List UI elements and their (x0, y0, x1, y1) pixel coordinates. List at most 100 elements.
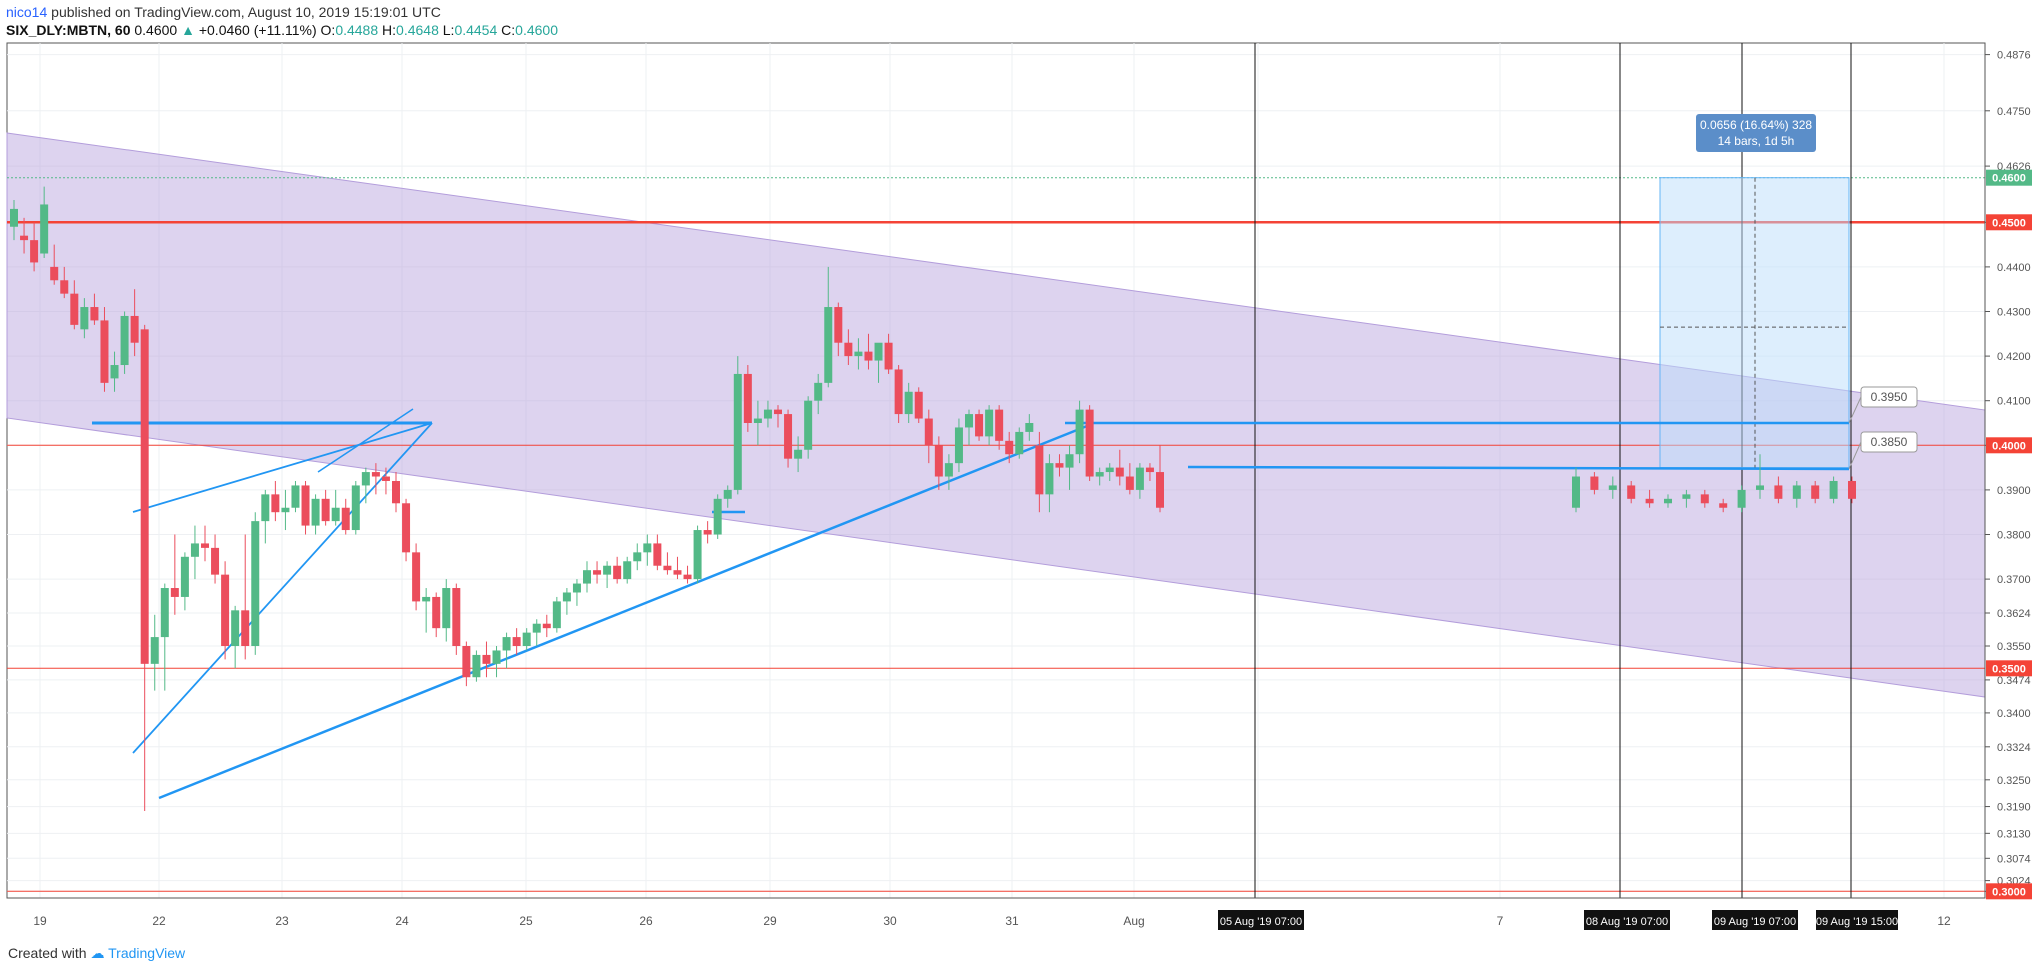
candle (522, 632, 531, 647)
candle (472, 654, 481, 678)
candle (593, 570, 602, 575)
symbol-info: SIX_DLY:MBTN, 60 0.4600 ▲ +0.0460 (+11.1… (6, 22, 558, 38)
time-marker-label: 08 Aug '19 07:00 (1586, 916, 1668, 928)
candle (221, 574, 230, 647)
change-arrow-icon: ▲ (181, 22, 195, 38)
candle (1774, 485, 1783, 499)
callout-lower-box (1860, 431, 1918, 453)
x-tick-label: Aug (1123, 914, 1144, 928)
x-tick-label: 31 (1005, 914, 1019, 928)
time-marker-badge (1816, 910, 1898, 930)
candle (995, 409, 1004, 441)
candle (452, 588, 461, 647)
y-tick-label: 0.3130 (1997, 828, 2031, 840)
candle (985, 409, 994, 437)
y-tick-label: 0.3474 (1997, 675, 2031, 687)
candle (241, 610, 250, 647)
candle (1848, 480, 1856, 499)
candle (502, 637, 511, 651)
candle (1055, 463, 1064, 468)
price-badge (1986, 883, 2032, 900)
y-tick-label: 0.4400 (1997, 262, 2031, 274)
candle (170, 588, 179, 597)
trend-line (132, 422, 433, 513)
candle (231, 610, 240, 647)
candle (30, 240, 39, 263)
measure-label-line1: 0.0656 (16.64%) 328 (1700, 118, 1812, 132)
candle (613, 565, 622, 580)
candle (723, 489, 732, 499)
y-tick-label: 0.3900 (1997, 485, 2031, 497)
candle (1719, 503, 1728, 508)
candle (211, 547, 220, 575)
candle (371, 472, 380, 477)
candle (753, 418, 762, 423)
price-badge-label: 0.4000 (1992, 440, 2026, 452)
tradingview-logo-icon: ☁ (90, 945, 105, 961)
time-marker-badge (1712, 910, 1798, 930)
y-tick-label: 0.3800 (1997, 530, 2031, 542)
x-tick-label: 29 (763, 914, 777, 928)
candle (1756, 485, 1764, 490)
candle (583, 570, 591, 584)
time-marker-label: 09 Aug '19 15:00 (1816, 916, 1898, 928)
callout-lower-pointer (1848, 441, 1862, 470)
candle (904, 391, 913, 415)
candle (1572, 476, 1580, 508)
measure-label-box (1696, 114, 1816, 152)
candle (814, 382, 823, 401)
candle (1590, 476, 1599, 490)
candle (321, 498, 330, 522)
trend-line (1187, 465, 1850, 471)
plot-area (6, 42, 1986, 899)
publish-info: nico14 published on TradingView.com, Aug… (6, 4, 441, 20)
footer-brand[interactable]: TradingView (108, 945, 186, 961)
callout-upper-box (1860, 386, 1918, 408)
candle (1608, 485, 1617, 490)
candle (351, 485, 360, 531)
candle (462, 646, 471, 678)
candle (1065, 454, 1074, 468)
y-tick-label: 0.4300 (1997, 306, 2031, 318)
price-badge (1986, 660, 2032, 677)
candle (864, 351, 873, 361)
candle (180, 556, 189, 597)
x-tick-label: 7 (1497, 914, 1504, 928)
price-badge (1986, 214, 2032, 231)
y-tick-label: 0.3700 (1997, 574, 2031, 586)
x-tick-label: 30 (883, 914, 897, 928)
candle (251, 521, 260, 647)
candle (492, 650, 501, 664)
time-marker-label: 05 Aug '19 07:00 (1220, 916, 1302, 928)
candle (804, 400, 813, 450)
candle (301, 485, 310, 526)
candle (965, 414, 973, 428)
candle (50, 266, 59, 281)
candle (603, 565, 612, 575)
candle (341, 507, 350, 531)
candle (975, 414, 984, 437)
candle (412, 552, 421, 602)
candle (1145, 467, 1154, 473)
callout-upper-pointer (1848, 396, 1862, 424)
y-tick-label: 0.3324 (1997, 742, 2031, 754)
candle (1115, 467, 1124, 477)
candle (80, 307, 89, 330)
candle (1015, 431, 1024, 455)
candle (1737, 489, 1746, 508)
time-marker-badge (1584, 910, 1670, 930)
callout-lower-label: 0.3850 (1871, 435, 1908, 449)
price-change: +0.0460 (+11.11%) (198, 22, 317, 38)
close-label: C: (501, 22, 516, 38)
y-tick-label: 0.3250 (1997, 775, 2031, 787)
candle (1682, 494, 1691, 499)
candle (693, 530, 702, 580)
publish-text: published on TradingView.com, August 10,… (51, 4, 441, 20)
candle (1085, 409, 1094, 477)
candle (874, 342, 883, 361)
author-link[interactable]: nico14 (6, 4, 48, 20)
x-tick-label: 22 (152, 914, 166, 928)
candle (834, 307, 843, 343)
candle (784, 414, 793, 459)
